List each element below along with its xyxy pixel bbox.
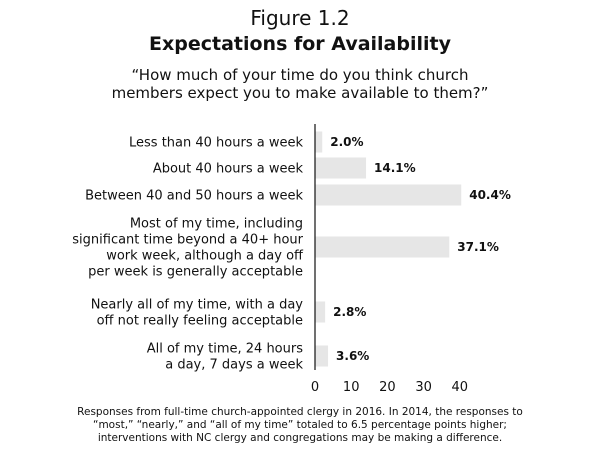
bar: [315, 157, 367, 179]
bar-value-label: 40.4%: [469, 188, 511, 202]
value-labels: 2.0% 14.1% 40.4% 37.1% 2.8% 3.6%: [330, 135, 511, 363]
bar: [315, 345, 329, 367]
x-tick-label: 40: [452, 380, 469, 395]
bar-value-label: 37.1%: [457, 240, 499, 254]
chart-subtitle: “How much of your time do you think chur…: [111, 66, 489, 102]
bar: [315, 301, 326, 323]
footnote: Responses from full-time church-appointe…: [77, 406, 523, 444]
category-label: Between 40 and 50 hours a week: [85, 189, 303, 204]
bar-value-label: 3.6%: [336, 349, 369, 363]
bars-layer: [315, 131, 462, 367]
bar: [315, 236, 450, 258]
category-label: About 40 hours a week: [153, 162, 304, 177]
category-label: All of my time, 24 hours a day, 7 days a …: [147, 342, 304, 373]
chart-title: Expectations for Availability: [149, 33, 451, 55]
bar-value-label: 2.8%: [333, 305, 366, 319]
bar: [315, 131, 323, 153]
x-tick-label: 10: [343, 380, 360, 395]
bar-value-label: 14.1%: [374, 161, 416, 175]
x-tick-label: 0: [311, 380, 319, 395]
x-tick-label: 20: [379, 380, 396, 395]
bar: [315, 184, 462, 206]
x-tick-label: 30: [415, 380, 432, 395]
category-labels: Less than 40 hours a week About 40 hours …: [72, 136, 304, 373]
category-label: Nearly all of my time, with a day off not…: [91, 298, 304, 329]
bar-value-label: 2.0%: [330, 135, 363, 149]
x-tick-labels: 0 10 20 30 40: [311, 380, 468, 395]
category-label: Most of my time, including significant ti…: [72, 217, 304, 280]
figure-label: Figure 1.2: [250, 6, 350, 30]
category-label: Less than 40 hours a week: [129, 136, 303, 151]
bar-chart: Less than 40 hours a week About 40 hours …: [72, 124, 511, 395]
